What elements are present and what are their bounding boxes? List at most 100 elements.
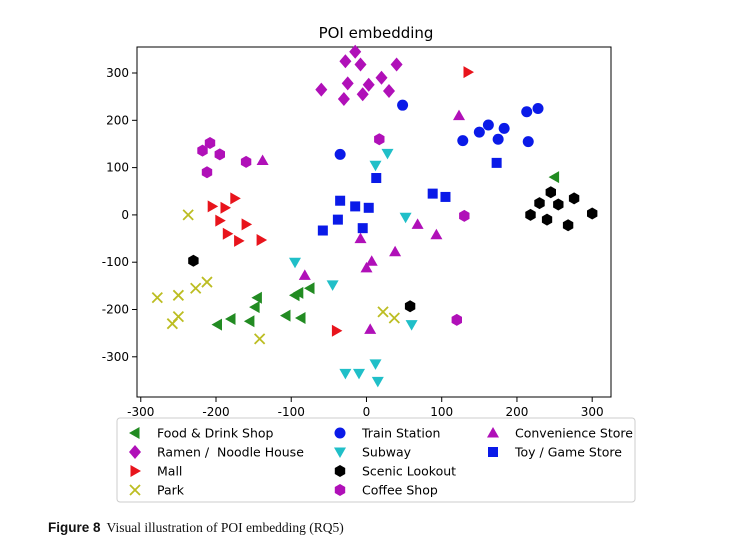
point-coffee-shop <box>374 133 385 146</box>
y-tick-label: -200 <box>102 303 129 317</box>
point-mall <box>331 324 343 337</box>
figure-caption: Figure 8 Visual illustration of POI embed… <box>48 520 344 536</box>
legend-marker-toy-game-store <box>488 447 498 457</box>
point-mall <box>463 66 474 79</box>
point-train-station <box>532 102 544 114</box>
legend-label-park: Park <box>157 483 185 498</box>
point-park <box>388 312 400 324</box>
point-food-drink-shop <box>249 301 260 314</box>
point-coffee-shop <box>451 313 462 326</box>
point-food-drink-shop <box>304 282 315 295</box>
point-scenic-lookout <box>525 208 536 221</box>
point-scenic-lookout <box>562 219 574 232</box>
legend-label-food-drink-shop: Food & Drink Shop <box>157 426 274 441</box>
point-train-station <box>473 126 485 138</box>
point-train-station <box>498 122 510 134</box>
point-convenience-store <box>453 109 465 121</box>
legend-marker-park <box>129 484 141 496</box>
point-convenience-store <box>354 232 367 244</box>
point-train-station <box>482 119 494 131</box>
point-train-station <box>397 99 409 111</box>
legend-marker-scenic-lookout <box>334 465 346 477</box>
point-convenience-store <box>364 323 377 334</box>
point-convenience-store <box>298 269 311 280</box>
scatter-points <box>151 44 598 388</box>
point-subway <box>339 368 352 380</box>
point-subway <box>371 376 384 388</box>
point-convenience-store <box>430 228 443 240</box>
point-scenic-lookout <box>568 192 580 205</box>
point-subway <box>369 359 382 370</box>
point-ramen-noodle-house <box>390 57 403 72</box>
point-subway <box>381 148 394 160</box>
point-scenic-lookout <box>541 213 553 226</box>
point-scenic-lookout <box>188 254 199 267</box>
caption-label: Figure 8 <box>48 520 101 535</box>
legend-marker-ramen-noodle-house <box>129 445 141 459</box>
point-mall <box>234 234 245 247</box>
point-subway <box>326 280 339 291</box>
point-mall <box>215 214 226 227</box>
point-food-drink-shop <box>225 313 236 325</box>
point-subway <box>369 160 382 172</box>
legend-label-subway: Subway <box>362 445 412 460</box>
x-tick-label: 200 <box>505 405 528 419</box>
point-ramen-noodle-house <box>356 87 369 102</box>
chart-title: POI embedding <box>319 24 434 42</box>
legend: Food & Drink Shop Ramen / Noodle House Mal… <box>116 417 636 503</box>
x-tick-label: -200 <box>202 405 229 419</box>
point-subway <box>289 257 301 269</box>
point-ramen-noodle-house <box>354 57 367 72</box>
point-ramen-noodle-house <box>341 76 354 91</box>
legend-marker-train-station <box>334 427 346 439</box>
point-train-station <box>457 135 469 147</box>
point-train-station <box>521 106 533 118</box>
point-food-drink-shop <box>211 318 222 331</box>
point-subway <box>353 368 365 380</box>
legend-label-ramen-noodle-house: Ramen / Noodle House <box>157 445 304 460</box>
x-tick-label: -100 <box>278 405 305 419</box>
point-toy-game-store <box>350 201 361 212</box>
point-scenic-lookout <box>404 300 416 313</box>
point-scenic-lookout <box>545 186 556 199</box>
point-food-drink-shop <box>548 171 560 184</box>
point-mall <box>230 192 241 205</box>
legend-label-toy-game-store: Toy / Game Store <box>514 445 622 460</box>
point-scenic-lookout <box>553 198 564 211</box>
point-food-drink-shop <box>295 312 306 324</box>
point-food-drink-shop <box>289 289 300 302</box>
point-mall <box>241 218 253 231</box>
point-scenic-lookout <box>534 197 545 210</box>
point-convenience-store <box>256 154 269 165</box>
x-tick-label: 100 <box>430 405 453 419</box>
legend-label-coffee-shop: Coffee Shop <box>362 483 438 498</box>
point-toy-game-store <box>317 225 328 236</box>
point-train-station <box>492 133 504 145</box>
legend-label-train-station: Train Station <box>361 426 440 441</box>
x-tick-label: -300 <box>127 405 154 419</box>
point-park <box>190 282 202 294</box>
point-toy-game-store <box>335 195 346 206</box>
point-mall <box>207 200 219 213</box>
x-tick-label: 0 <box>363 405 371 419</box>
legend-label-mall: Mall <box>157 464 182 479</box>
caption-text: Visual illustration of POI embedding (RQ… <box>106 520 344 535</box>
point-toy-game-store <box>440 191 451 202</box>
x-axis: -300 -200 -100 0 100 200 300 <box>127 397 604 419</box>
point-coffee-shop <box>459 209 470 222</box>
legend-label-scenic-lookout: Scenic Lookout <box>362 464 456 479</box>
point-train-station <box>522 136 534 148</box>
y-tick-label: 300 <box>106 66 129 80</box>
point-ramen-noodle-house <box>349 44 362 59</box>
point-ramen-noodle-house <box>383 84 395 98</box>
plot-frame <box>136 46 612 398</box>
legend-label-convenience-store: Convenience Store <box>515 426 633 441</box>
point-train-station <box>334 148 346 160</box>
point-coffee-shop <box>197 144 208 157</box>
y-tick-label: 200 <box>106 113 129 127</box>
point-scenic-lookout <box>587 207 598 220</box>
point-mall <box>256 234 268 246</box>
legend-marker-coffee-shop <box>334 484 346 496</box>
point-coffee-shop <box>240 155 252 168</box>
